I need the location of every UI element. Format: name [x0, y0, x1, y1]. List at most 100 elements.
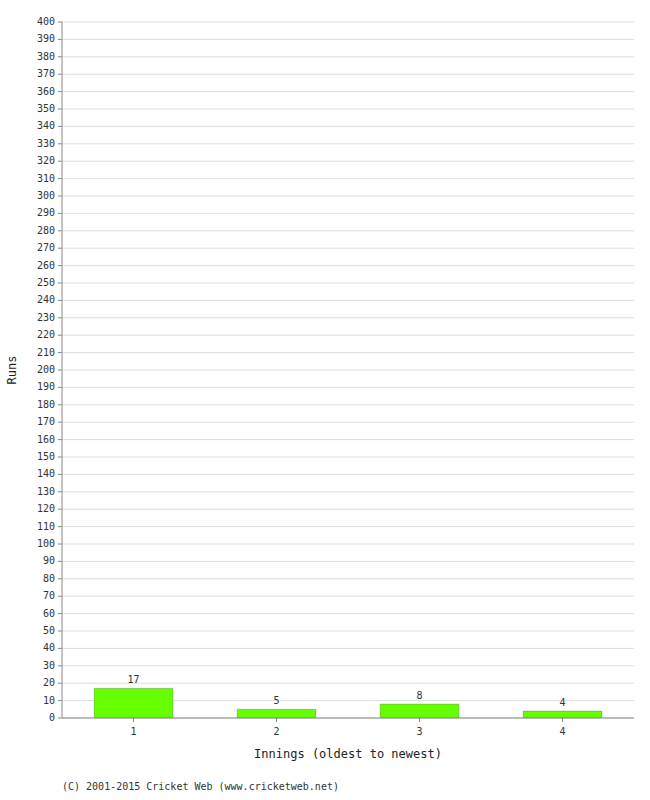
- y-tick: [58, 39, 62, 40]
- grid-line: [62, 387, 634, 388]
- grid-line: [62, 683, 634, 684]
- grid-line: [62, 248, 634, 249]
- y-tick: [58, 526, 62, 527]
- y-tick: [58, 683, 62, 684]
- y-tick: [58, 631, 62, 632]
- y-tick-label: 80: [43, 573, 55, 584]
- x-tick-label: 3: [416, 726, 422, 737]
- y-tick-label: 10: [43, 695, 55, 706]
- y-tick-label: 230: [37, 312, 55, 323]
- grid-line: [62, 665, 634, 666]
- y-tick-label: 330: [37, 138, 55, 149]
- grid-line: [62, 39, 634, 40]
- chart: 0102030405060708090100110120130140150160…: [0, 0, 650, 800]
- grid-line: [62, 596, 634, 597]
- bar: [94, 688, 173, 718]
- y-tick-label: 30: [43, 660, 55, 671]
- y-tick: [58, 317, 62, 318]
- y-tick-label: 100: [37, 538, 55, 549]
- y-tick-label: 50: [43, 625, 55, 636]
- grid-line: [62, 370, 634, 371]
- y-tick-label: 240: [37, 294, 55, 305]
- bars: [94, 688, 602, 718]
- y-tick-label: 190: [37, 381, 55, 392]
- grid-line: [62, 300, 634, 301]
- y-tick-label: 140: [37, 468, 55, 479]
- y-tick: [58, 300, 62, 301]
- y-tick: [58, 718, 62, 719]
- grid-line: [62, 91, 634, 92]
- y-tick-label: 0: [49, 712, 55, 723]
- y-tick-label: 270: [37, 242, 55, 253]
- grid-line: [62, 544, 634, 545]
- grid-line: [62, 143, 634, 144]
- bar: [237, 709, 316, 718]
- grid-line: [62, 648, 634, 649]
- y-tick-label: 350: [37, 103, 55, 114]
- y-tick: [58, 648, 62, 649]
- y-tick-label: 360: [37, 86, 55, 97]
- data-label: 17: [127, 674, 139, 685]
- y-tick-label: 160: [37, 434, 55, 445]
- grid-line: [62, 352, 634, 353]
- grid-line: [62, 126, 634, 127]
- data-label: 5: [273, 695, 279, 706]
- y-tick: [58, 370, 62, 371]
- y-tick: [58, 143, 62, 144]
- grid-line: [62, 491, 634, 492]
- bar: [523, 711, 602, 718]
- y-tick: [58, 700, 62, 701]
- y-tick-label: 20: [43, 677, 55, 688]
- grid-line: [62, 404, 634, 405]
- grid-line: [62, 196, 634, 197]
- grid-line: [62, 74, 634, 75]
- y-tick: [58, 230, 62, 231]
- y-tick: [58, 196, 62, 197]
- y-tick: [58, 544, 62, 545]
- x-tick: [133, 718, 134, 722]
- y-tick-label: 280: [37, 225, 55, 236]
- y-tick: [58, 335, 62, 336]
- y-tick-label: 290: [37, 207, 55, 218]
- y-tick-label: 120: [37, 503, 55, 514]
- y-tick-label: 340: [37, 120, 55, 131]
- y-tick-label: 390: [37, 33, 55, 44]
- y-tick: [58, 404, 62, 405]
- x-tick-label: 1: [130, 726, 136, 737]
- y-tick: [58, 248, 62, 249]
- y-tick: [58, 596, 62, 597]
- grid-line: [62, 335, 634, 336]
- y-tick: [58, 283, 62, 284]
- x-axis-line: [62, 718, 634, 719]
- y-tick: [58, 161, 62, 162]
- y-tick-label: 260: [37, 260, 55, 271]
- x-tick: [562, 718, 563, 722]
- grid-line: [62, 631, 634, 632]
- x-axis: 1234: [130, 718, 565, 737]
- grid-line: [62, 474, 634, 475]
- y-tick-label: 210: [37, 347, 55, 358]
- y-axis: 0102030405060708090100110120130140150160…: [37, 16, 62, 723]
- grid-line: [62, 283, 634, 284]
- x-axis-label: Innings (oldest to newest): [254, 747, 442, 761]
- y-tick: [58, 613, 62, 614]
- data-label: 8: [416, 690, 422, 701]
- grid-line: [62, 213, 634, 214]
- y-tick-label: 170: [37, 416, 55, 427]
- y-tick-label: 150: [37, 451, 55, 462]
- grid-line: [62, 526, 634, 527]
- grid-line: [62, 561, 634, 562]
- grid-line: [62, 22, 634, 23]
- y-axis-label: Runs: [5, 356, 19, 385]
- y-tick-label: 370: [37, 68, 55, 79]
- grid-line: [62, 109, 634, 110]
- y-tick: [58, 422, 62, 423]
- data-labels: 17584: [127, 674, 565, 708]
- y-tick-label: 400: [37, 16, 55, 27]
- y-tick: [58, 439, 62, 440]
- x-tick: [276, 718, 277, 722]
- y-tick-label: 310: [37, 173, 55, 184]
- grid-line: [62, 265, 634, 266]
- y-tick-label: 180: [37, 399, 55, 410]
- footer: (C) 2001-2015 Cricket Web (www.cricketwe…: [62, 781, 339, 792]
